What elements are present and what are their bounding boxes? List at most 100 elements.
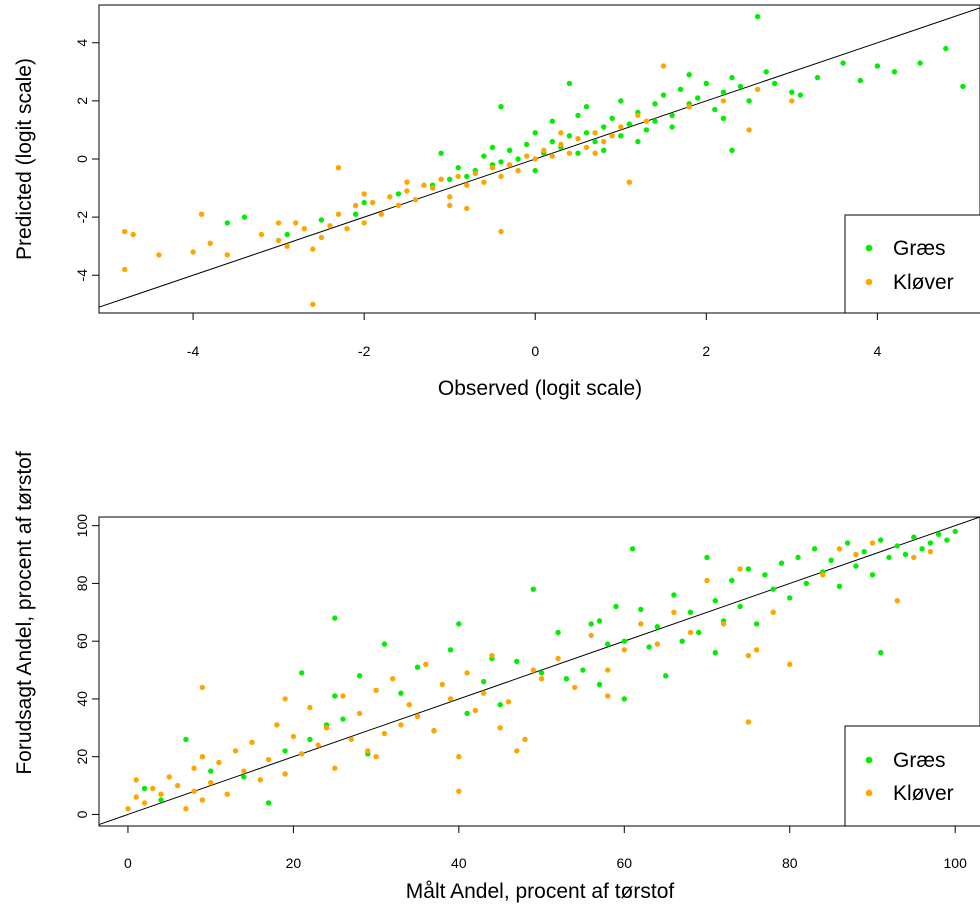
point-klover [183, 806, 189, 812]
point-klover [310, 301, 316, 307]
point-klover [575, 136, 581, 142]
point-klover [720, 98, 727, 104]
y-tick-label: 60 [74, 633, 90, 649]
point-klover [323, 725, 330, 731]
point-klover [332, 765, 338, 771]
point-klover [621, 647, 627, 653]
point-klover [166, 774, 172, 780]
point-graes [361, 199, 367, 206]
point-klover [395, 202, 402, 209]
point-klover [301, 226, 307, 232]
point-klover [274, 722, 280, 728]
point-graes [952, 528, 958, 535]
point-klover [638, 621, 644, 627]
point-klover [789, 98, 795, 104]
y-tick-label: -4 [74, 269, 90, 282]
point-graes [224, 220, 230, 226]
point-graes [352, 211, 359, 217]
point-graes [745, 566, 752, 572]
point-klover [447, 194, 453, 200]
point-klover [601, 138, 607, 145]
point-graes [754, 13, 761, 20]
point-graes [811, 546, 818, 552]
point-graes [506, 147, 513, 153]
x-tick-label: 80 [782, 855, 798, 871]
x-tick-label: 0 [124, 855, 132, 871]
point-graes [836, 583, 843, 589]
point-graes [720, 89, 727, 95]
point-graes [671, 592, 677, 598]
point-graes [282, 748, 288, 754]
point-graes [158, 797, 164, 803]
y-tick-label: 0 [74, 810, 90, 818]
point-klover [150, 785, 156, 792]
point-graes [797, 92, 804, 98]
point-klover [290, 733, 297, 740]
point-graes [332, 693, 338, 699]
point-klover [626, 179, 632, 185]
point-klover [592, 130, 598, 136]
point-klover [505, 699, 512, 705]
point-klover [327, 223, 333, 229]
point-klover [770, 609, 776, 615]
point-graes [919, 546, 925, 552]
point-klover [532, 156, 538, 162]
x-axis-title: Målt Andel, procent af tørstof [406, 880, 675, 903]
point-klover [660, 63, 667, 69]
point-graes [532, 167, 538, 174]
point-graes [621, 638, 627, 644]
reference-line [98, 516, 980, 826]
point-klover [340, 693, 346, 699]
y-tick-label: 0 [74, 155, 90, 163]
point-klover [558, 141, 564, 148]
point-graes [592, 138, 598, 145]
legend-label-klover: Kløver [893, 782, 954, 805]
point-graes [398, 690, 404, 696]
legend-marker-klover [865, 789, 873, 797]
point-klover [605, 693, 611, 699]
point-klover [122, 228, 128, 235]
point-klover [745, 719, 752, 725]
point-klover [208, 780, 214, 786]
point-klover [481, 179, 487, 185]
point-klover [464, 670, 470, 676]
point-graes [455, 165, 461, 171]
point-klover [130, 231, 136, 238]
point-graes [712, 598, 718, 604]
point-graes [911, 534, 917, 540]
point-klover [687, 629, 694, 636]
point-graes [447, 647, 454, 653]
x-axis: -4 -2 0 2 4 [187, 313, 881, 359]
point-graes [729, 147, 735, 153]
point-klover [361, 220, 367, 226]
point-klover [572, 684, 578, 691]
point-klover [686, 104, 692, 110]
point-klover [224, 252, 230, 258]
point-graes [609, 115, 615, 122]
point-klover [588, 632, 594, 639]
point-graes [601, 124, 607, 130]
point-klover [199, 754, 206, 760]
point-klover [352, 202, 359, 209]
legend-label-klover: Kløver [893, 271, 954, 294]
point-klover [412, 197, 419, 203]
point-klover [429, 185, 436, 191]
point-graes [464, 710, 470, 717]
point-graes [814, 74, 821, 81]
point-graes [538, 670, 545, 676]
point-graes [555, 629, 561, 636]
point-klover [853, 551, 859, 558]
point-graes [530, 586, 536, 592]
legend-box [844, 725, 980, 827]
point-klover [275, 237, 282, 244]
y-tick-label: 4 [74, 39, 90, 47]
point-graes [588, 621, 594, 627]
y-axis: -4 -2 0 2 4 [74, 39, 99, 282]
point-graes [549, 138, 555, 145]
point-graes [857, 77, 863, 84]
point-graes [613, 603, 619, 610]
point-klover [635, 112, 641, 119]
point-graes [489, 144, 496, 151]
point-klover [373, 754, 379, 760]
